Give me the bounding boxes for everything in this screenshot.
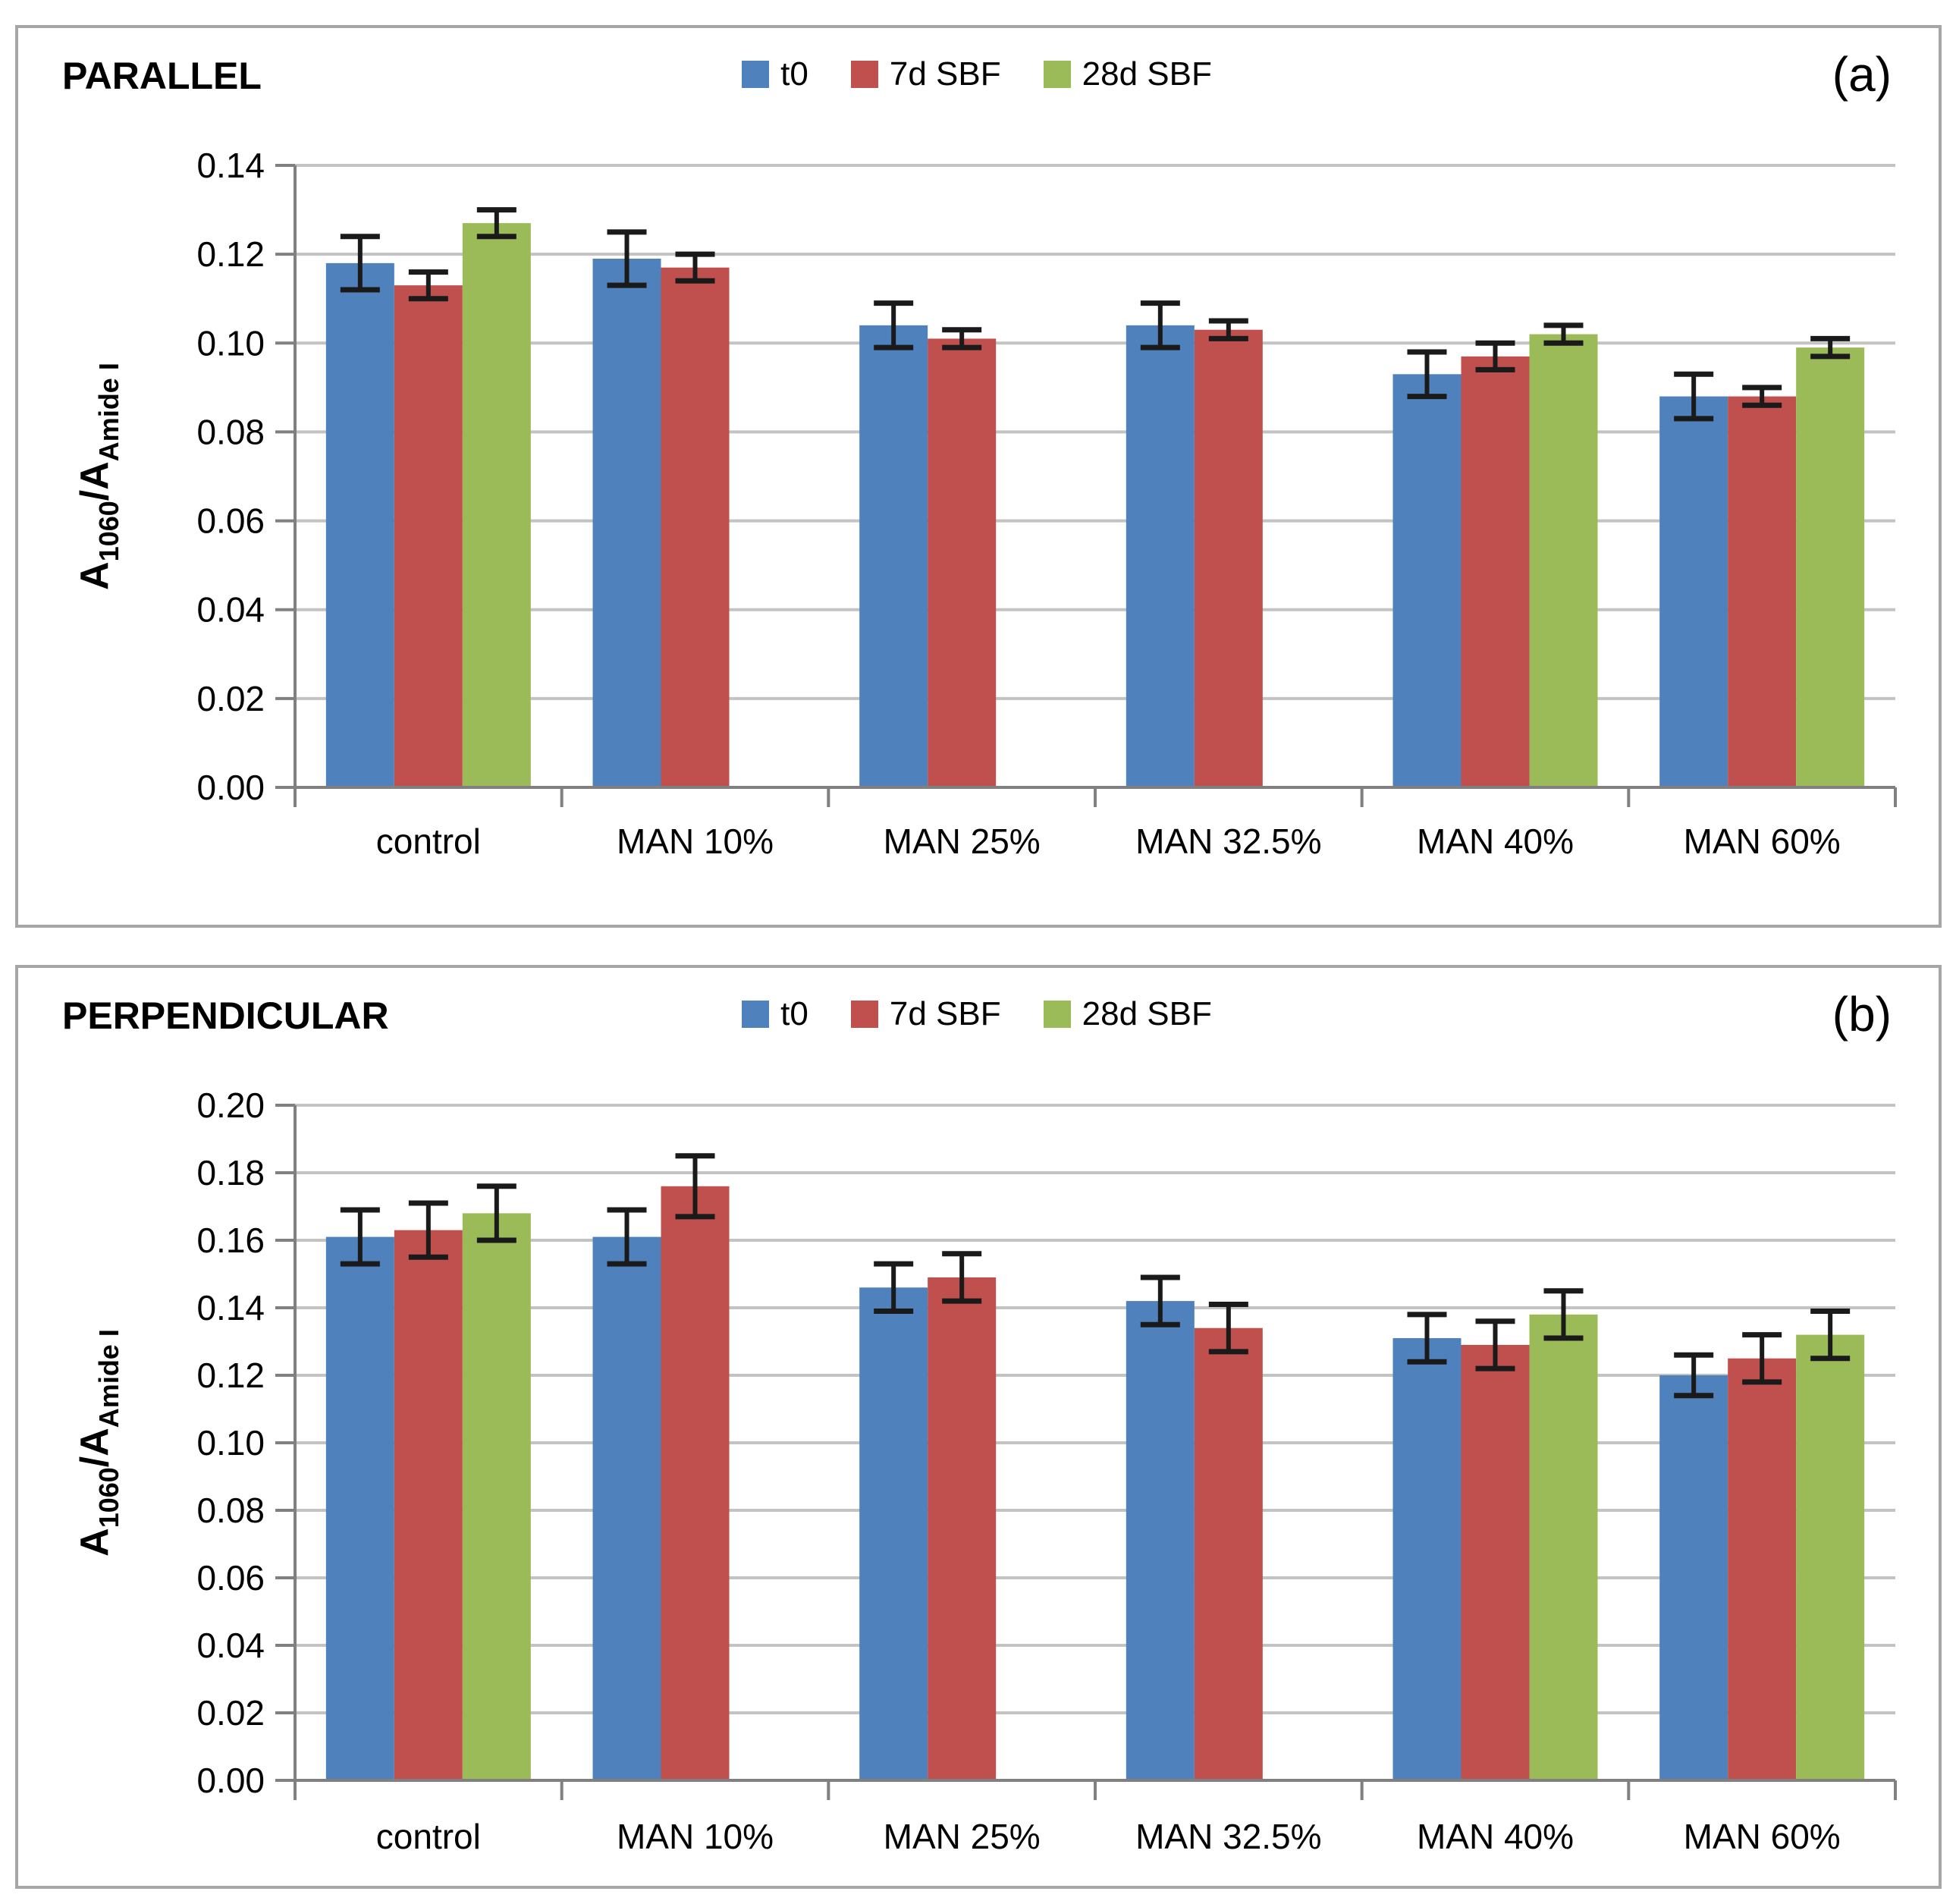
svg-text:0.02: 0.02 <box>196 1693 265 1733</box>
panel-title-parallel: PARALLEL <box>62 55 262 97</box>
bar-chart-perpendicular: 0.00 0.02 0.04 0.06 0.08 0.10 0.12 0.14 0.16 0.18… <box>73 1086 1897 1856</box>
legend-item-28d-sbf: 28d SBF <box>1043 995 1212 1033</box>
svg-text:0.14: 0.14 <box>196 146 265 185</box>
legend-label-28d-sbf: 28d SBF <box>1082 995 1212 1032</box>
svg-text:A1060/AAmide I: A1060/AAmide I <box>73 363 124 590</box>
svg-text:MAN 60%: MAN 60% <box>1684 1817 1841 1856</box>
legend-item-t0: t0 <box>742 995 808 1033</box>
svg-text:MAN 40%: MAN 40% <box>1417 1817 1574 1856</box>
svg-text:0.08: 0.08 <box>196 412 265 451</box>
legend-label-t0: t0 <box>780 995 808 1032</box>
panel-perpendicular: PERPENDICULAR t0 7d SBF 28d SBF (b) 0.00… <box>15 965 1942 1889</box>
svg-text:0.06: 0.06 <box>196 501 265 541</box>
svg-text:0.12: 0.12 <box>196 1356 265 1395</box>
legend-label-7d-sbf: 7d SBF <box>889 995 1001 1032</box>
svg-text:MAN 60%: MAN 60% <box>1684 822 1841 861</box>
legend-swatch-7d-sbf-icon <box>850 1001 878 1028</box>
legend-swatch-t0-icon <box>742 61 770 88</box>
svg-text:0.10: 0.10 <box>196 1423 265 1463</box>
svg-text:MAN 10%: MAN 10% <box>617 822 774 861</box>
legend-item-28d-sbf: 28d SBF <box>1043 55 1212 93</box>
svg-text:0.12: 0.12 <box>196 234 265 274</box>
legend-swatch-28d-sbf-icon <box>1043 1001 1071 1028</box>
svg-text:0.02: 0.02 <box>196 679 265 718</box>
panel-letter-a: (a) <box>1832 47 1892 102</box>
svg-text:0.08: 0.08 <box>196 1491 265 1530</box>
legend-swatch-t0-icon <box>742 1001 770 1028</box>
legend-swatch-28d-sbf-icon <box>1043 61 1071 88</box>
legend-swatch-7d-sbf-icon <box>850 61 878 88</box>
panel-title-perpendicular: PERPENDICULAR <box>62 994 389 1037</box>
legend-label-7d-sbf: 7d SBF <box>889 55 1001 93</box>
svg-text:0.20: 0.20 <box>196 1086 265 1125</box>
svg-text:0.16: 0.16 <box>196 1221 265 1260</box>
svg-text:MAN 10%: MAN 10% <box>617 1817 774 1856</box>
legend-item-t0: t0 <box>742 55 808 93</box>
legend-label-t0: t0 <box>780 55 808 93</box>
svg-text:control: control <box>376 822 481 861</box>
panel-perpendicular-header: PERPENDICULAR t0 7d SBF 28d SBF (b) <box>18 968 1939 1071</box>
svg-text:0.18: 0.18 <box>196 1153 265 1192</box>
svg-text:0.10: 0.10 <box>196 323 265 363</box>
svg-text:MAN 32.5%: MAN 32.5% <box>1135 822 1321 861</box>
svg-text:A1060/AAmide I: A1060/AAmide I <box>73 1329 124 1557</box>
legend-item-7d-sbf: 7d SBF <box>850 995 1001 1033</box>
svg-text:MAN 25%: MAN 25% <box>884 822 1041 861</box>
panel-parallel-header: PARALLEL t0 7d SBF 28d SBF (a) <box>18 28 1939 131</box>
svg-text:0.04: 0.04 <box>196 590 265 630</box>
svg-text:MAN 40%: MAN 40% <box>1417 822 1574 861</box>
svg-text:MAN 25%: MAN 25% <box>884 1817 1041 1856</box>
panel-parallel: PARALLEL t0 7d SBF 28d SBF (a) 0.00 0.02 0… <box>15 25 1942 928</box>
svg-text:control: control <box>376 1817 481 1856</box>
svg-text:0.06: 0.06 <box>196 1558 265 1598</box>
svg-text:0.14: 0.14 <box>196 1288 265 1327</box>
svg-text:0.04: 0.04 <box>196 1626 265 1665</box>
bar-chart-parallel: 0.00 0.02 0.04 0.06 0.08 0.10 0.12 0.14 control M… <box>73 146 1897 861</box>
legend-parallel: t0 7d SBF 28d SBF <box>742 55 1212 93</box>
legend-item-7d-sbf: 7d SBF <box>850 55 1001 93</box>
legend-label-28d-sbf: 28d SBF <box>1082 55 1212 93</box>
svg-text:MAN 32.5%: MAN 32.5% <box>1135 1817 1321 1856</box>
panel-letter-b: (b) <box>1832 987 1892 1042</box>
svg-text:0.00: 0.00 <box>196 1761 265 1800</box>
legend-perpendicular: t0 7d SBF 28d SBF <box>742 995 1212 1033</box>
svg-text:0.00: 0.00 <box>196 768 265 807</box>
